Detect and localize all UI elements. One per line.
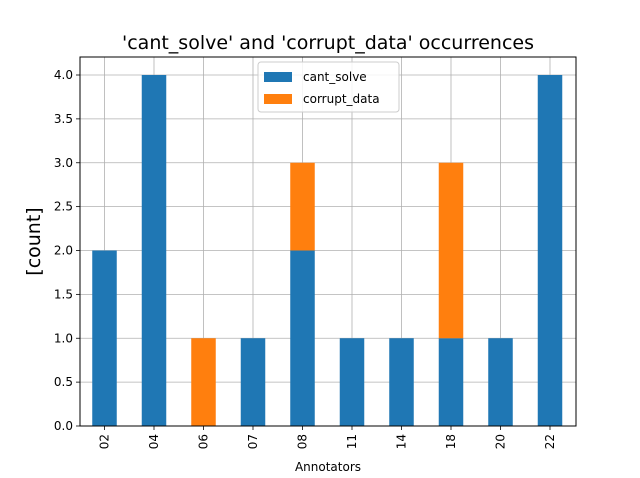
bar-cant_solve-07: [240, 338, 266, 426]
y-tick-label: 3.0: [54, 156, 73, 170]
bar-cant_solve-20: [488, 338, 513, 426]
y-tick-label: 0.0: [54, 419, 73, 433]
legend-label-cant_solve: cant_solve: [303, 70, 367, 84]
x-axis-label: Annotators: [295, 460, 361, 474]
bar-cant_solve-22: [537, 75, 563, 426]
chart-title: 'cant_solve' and 'corrupt_data' occurren…: [122, 32, 534, 54]
x-tick-label: 07: [246, 434, 260, 449]
y-tick-label: 0.5: [54, 375, 73, 389]
bar-cant_solve-11: [339, 338, 365, 426]
x-tick-label: 11: [345, 434, 359, 449]
y-tick-label: 2.0: [54, 244, 73, 258]
plot-frame: [79, 56, 577, 427]
bar-corrupt_data-06: [191, 338, 216, 426]
x-tick-label: 08: [296, 434, 310, 449]
bar-cant_solve-18: [438, 338, 464, 426]
y-tick-label: 3.5: [54, 112, 73, 126]
x-tick-label: 20: [494, 434, 508, 449]
y-tick-label: 1.0: [54, 331, 73, 345]
y-tick-label: 4.0: [54, 68, 73, 82]
x-axis-ticks: 02 04 06 07 08 11 14 18 20 22: [98, 426, 557, 449]
x-tick-label: 18: [444, 434, 458, 449]
bar-corrupt_data-18: [438, 162, 464, 339]
x-tick-label: 06: [197, 434, 211, 449]
legend: cant_solve corrupt_data: [257, 61, 400, 113]
bars: [92, 75, 563, 426]
bar-cant_solve-02: [92, 250, 117, 426]
x-tick-label: 22: [543, 434, 557, 449]
x-tick-label: 14: [395, 434, 409, 449]
legend-label-corrupt_data: corrupt_data: [303, 92, 380, 106]
y-axis-ticks: 0.0 0.5 1.0 1.5 2.0 2.5 3.0 3.5 4.0: [54, 68, 80, 433]
bar-corrupt_data-08: [290, 162, 315, 251]
bar-cant_solve-14: [389, 338, 414, 426]
bar-cant_solve-08: [290, 250, 315, 426]
legend-swatch-cant_solve: [264, 72, 292, 82]
legend-swatch-corrupt_data: [264, 94, 292, 104]
y-tick-label: 2.5: [54, 200, 73, 214]
bar-cant_solve-04: [141, 75, 167, 426]
y-tick-label: 1.5: [54, 287, 73, 301]
y-axis-label: [count]: [23, 207, 45, 275]
legend-box: [257, 61, 400, 113]
x-tick-label: 04: [147, 434, 161, 449]
x-tick-label: 02: [98, 434, 112, 449]
